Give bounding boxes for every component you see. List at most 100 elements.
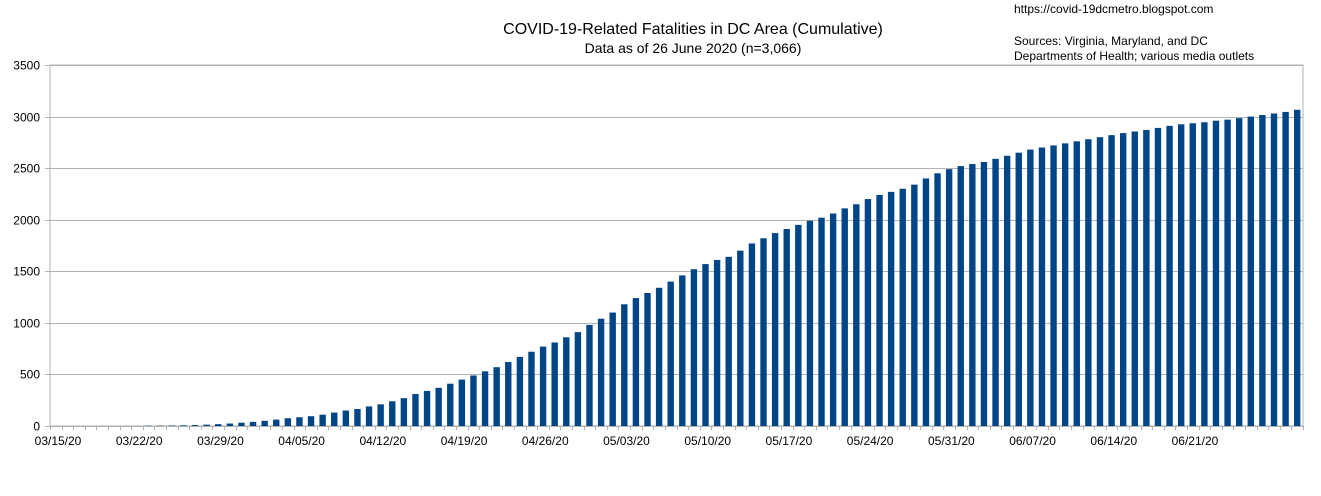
x-tick-label: 06/14/20 — [1090, 434, 1137, 448]
bar — [864, 199, 872, 426]
bar — [447, 383, 454, 426]
x-tick-label: 05/03/20 — [603, 434, 650, 448]
bar — [203, 424, 210, 426]
bar — [818, 217, 825, 426]
bar — [249, 421, 257, 426]
y-tick-label: 500 — [20, 368, 40, 382]
bar — [876, 194, 883, 426]
bar — [319, 414, 326, 426]
bar — [992, 158, 999, 427]
bar — [644, 292, 651, 426]
bar — [1224, 119, 1231, 426]
bar — [609, 312, 616, 426]
bar — [597, 318, 605, 426]
bar — [1038, 147, 1046, 426]
bar — [215, 424, 222, 426]
bar — [470, 375, 477, 426]
bar — [899, 188, 906, 426]
bar — [1027, 149, 1034, 426]
bar — [783, 228, 790, 426]
bar — [702, 264, 709, 426]
bar — [737, 250, 744, 426]
y-tick-label: 3000 — [13, 111, 40, 125]
bar — [423, 390, 431, 426]
bar — [168, 425, 176, 426]
sources-line-1: Sources: Virginia, Maryland, and DC — [1014, 34, 1208, 48]
bar — [365, 406, 373, 426]
bar — [632, 298, 640, 426]
x-tick-label: 04/12/20 — [359, 434, 406, 448]
bar — [806, 220, 814, 426]
bar — [226, 423, 234, 426]
bar — [957, 166, 964, 426]
bar — [1201, 122, 1208, 426]
bar — [1143, 129, 1150, 427]
x-tick-label: 03/22/20 — [116, 434, 163, 448]
bar — [679, 275, 686, 426]
bar — [539, 346, 547, 426]
bar — [1003, 155, 1011, 426]
bar — [342, 410, 350, 426]
bar — [1050, 145, 1057, 427]
bar — [655, 287, 663, 426]
bar — [505, 362, 512, 426]
bar — [760, 238, 767, 426]
x-tick-label: 05/17/20 — [766, 434, 813, 448]
bar — [621, 304, 628, 426]
chart-title: COVID-19-Related Fatalities in DC Area (… — [503, 21, 883, 38]
bar — [1154, 127, 1162, 426]
bar — [1166, 125, 1173, 427]
bar — [795, 224, 802, 426]
bar — [1096, 137, 1104, 426]
bar — [922, 178, 930, 426]
chart-subtitle: Data as of 26 June 2020 (n=3,066) — [584, 40, 802, 56]
bar — [400, 398, 408, 426]
bar — [273, 419, 280, 426]
bar — [1177, 124, 1185, 427]
bar — [238, 422, 245, 426]
bar — [586, 324, 593, 426]
bar — [389, 401, 396, 426]
bar — [1085, 139, 1092, 426]
bar — [1247, 116, 1254, 427]
bar — [528, 351, 535, 426]
x-tick-label: 06/07/20 — [1009, 434, 1056, 448]
bar — [1061, 143, 1069, 427]
bar — [1270, 113, 1278, 426]
x-tick-label: 05/31/20 — [928, 434, 975, 448]
bar — [307, 416, 315, 426]
bar — [1073, 141, 1080, 426]
bar — [945, 169, 953, 426]
bar — [1108, 135, 1115, 426]
bar — [331, 412, 338, 426]
bar — [551, 342, 558, 426]
x-tick-label: 04/26/20 — [522, 434, 569, 448]
bar — [1294, 109, 1301, 426]
sources-line-2: Departments of Health; various media out… — [1014, 49, 1255, 63]
x-tick-label: 03/15/20 — [35, 434, 82, 448]
bar — [934, 173, 941, 426]
bar — [261, 420, 268, 426]
bar — [1212, 120, 1220, 426]
x-tick-label: 06/21/20 — [1172, 434, 1219, 448]
x-tick-label: 04/19/20 — [441, 434, 488, 448]
bar — [969, 164, 976, 426]
bar — [284, 418, 292, 426]
bar — [980, 161, 988, 426]
bar — [748, 243, 756, 426]
y-tick-label: 3500 — [13, 59, 40, 73]
bar — [713, 259, 721, 426]
bar — [481, 371, 489, 426]
bar — [829, 213, 837, 426]
plot-area-frame — [49, 64, 1304, 427]
bar — [493, 367, 500, 426]
source-url: https://covid-19dcmetro.blogspot.com — [1014, 2, 1214, 16]
y-tick-label: 2500 — [13, 162, 40, 176]
bar — [435, 387, 442, 426]
bar — [771, 233, 779, 426]
bar — [1131, 131, 1138, 426]
bar — [725, 256, 732, 426]
bar — [296, 417, 303, 426]
bar — [1015, 152, 1022, 426]
